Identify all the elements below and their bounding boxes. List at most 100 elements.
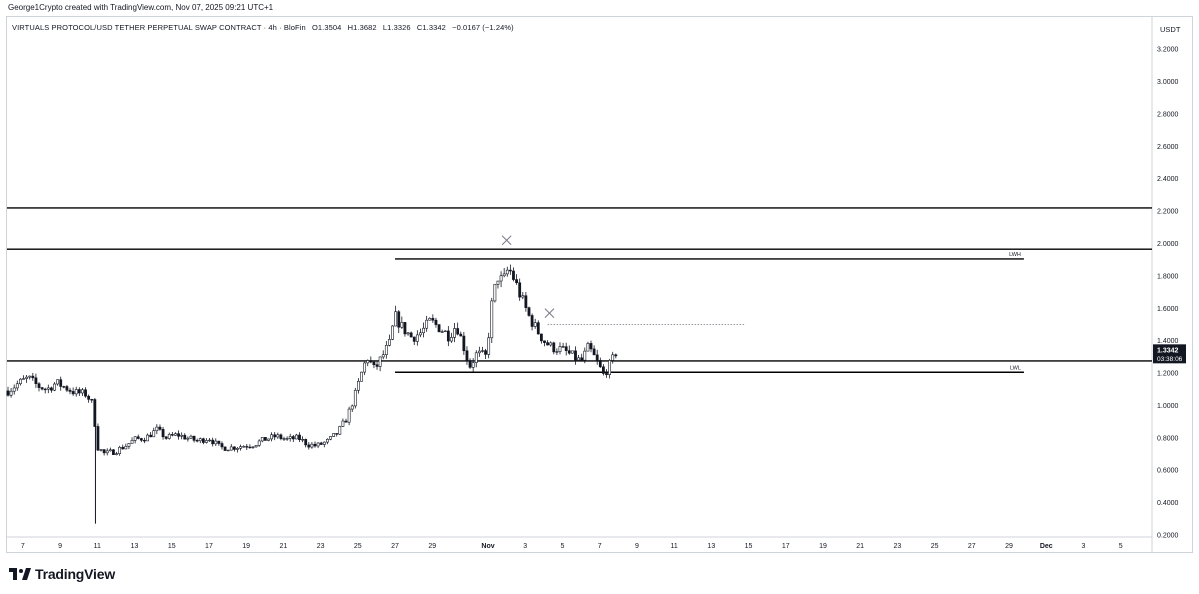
candle-body — [87, 395, 91, 400]
candle — [84, 387, 87, 398]
candle — [279, 433, 283, 441]
candle — [130, 437, 134, 444]
candle-body — [198, 438, 202, 442]
candle — [490, 297, 494, 343]
candle — [409, 331, 413, 338]
candle-body — [96, 426, 100, 451]
candle — [19, 378, 22, 386]
candle — [567, 345, 571, 355]
candle-body — [561, 346, 565, 348]
candle — [530, 313, 534, 331]
candle-body — [205, 440, 208, 443]
price-tick-label: 0.8000 — [1157, 435, 1179, 442]
candle — [136, 434, 140, 440]
candle-body — [589, 343, 593, 350]
candle — [40, 386, 44, 391]
candle-body — [276, 434, 280, 438]
last-price-value: 1.3342 — [1157, 347, 1179, 354]
candle-body — [115, 453, 118, 455]
candle-body — [326, 438, 329, 443]
candle — [115, 451, 118, 456]
candle-body — [295, 434, 298, 440]
candle-body — [450, 337, 453, 342]
candle-body — [68, 389, 72, 392]
symbol-legend[interactable]: VIRTUALS PROTOCOL/USD TETHER PERPETUAL S… — [12, 23, 518, 32]
price-tick-label: 0.2000 — [1157, 533, 1179, 540]
candle-body — [487, 337, 491, 355]
time-tick-label: 3 — [1082, 543, 1086, 550]
time-tick-label: 23 — [317, 543, 325, 550]
tradingview-logo[interactable]: TradingView — [9, 566, 115, 582]
candle — [552, 341, 556, 355]
candle-body — [564, 346, 568, 351]
price-tick-label: 1.6000 — [1157, 306, 1179, 313]
candle — [127, 443, 131, 450]
candle — [313, 441, 317, 448]
candle-body — [248, 446, 252, 449]
candle — [589, 340, 593, 353]
candle — [505, 266, 509, 277]
candle-body — [546, 342, 549, 346]
candle — [143, 437, 146, 444]
candle-body — [254, 445, 258, 448]
candle — [167, 432, 171, 440]
candle-body — [28, 375, 32, 378]
candle-body — [263, 437, 267, 441]
time-tick-label: 27 — [968, 543, 976, 550]
candle-body — [201, 438, 205, 443]
candle — [105, 448, 109, 456]
level-label-lwl: LWL — [1010, 365, 1021, 371]
candle-body — [236, 448, 239, 450]
candle-body — [322, 441, 326, 445]
candle — [90, 398, 94, 403]
time-tick-label: 23 — [893, 543, 901, 550]
candle — [282, 436, 286, 441]
candle — [462, 331, 466, 355]
candle-body — [56, 379, 60, 385]
candle — [245, 443, 249, 451]
candle-body — [34, 377, 38, 384]
time-tick-label: 7 — [21, 543, 25, 550]
candle — [183, 433, 187, 440]
time-tick-label: 21 — [856, 543, 864, 550]
candle — [146, 433, 149, 442]
candle-body — [341, 420, 345, 427]
candle — [487, 332, 491, 359]
candle — [406, 332, 410, 336]
candle — [229, 444, 233, 451]
candle-body — [474, 352, 478, 363]
time-tick-label: 19 — [819, 543, 827, 550]
time-tick-label: 11 — [94, 543, 101, 550]
candle-body — [521, 295, 525, 298]
candle-body — [347, 408, 351, 423]
chart-frame[interactable] — [6, 16, 1193, 553]
candle-body — [592, 348, 596, 356]
candle-body — [493, 283, 497, 302]
candle — [53, 382, 56, 392]
candle-body — [74, 389, 78, 395]
candle — [180, 432, 184, 440]
time-tick-label: 9 — [58, 543, 62, 550]
candle — [515, 274, 518, 285]
candle-body — [53, 383, 56, 391]
candle — [419, 328, 422, 338]
candle — [257, 439, 261, 447]
candle-body — [366, 360, 370, 364]
candle — [493, 283, 497, 303]
candle-body — [102, 449, 106, 454]
candle-body — [50, 387, 53, 391]
candle-body — [313, 443, 317, 447]
candle-body — [338, 426, 342, 435]
candle-body — [558, 346, 562, 352]
candle-body — [499, 275, 503, 282]
candle-body — [574, 350, 577, 361]
candle-body — [440, 331, 444, 333]
candle-body — [307, 444, 311, 448]
candle-body — [139, 438, 143, 441]
candle — [437, 324, 441, 333]
candle — [481, 346, 484, 353]
candle — [81, 388, 84, 397]
candle-body — [518, 282, 522, 298]
candle-body — [515, 279, 518, 284]
